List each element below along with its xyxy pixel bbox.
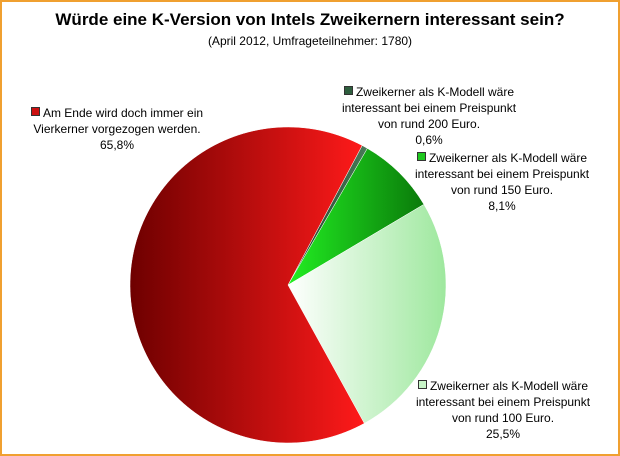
legend-swatch-150 (416, 152, 426, 161)
pie-slice-vierkerner (129, 126, 365, 444)
legend-swatch-200 (343, 86, 353, 95)
slice-percent-150: 8,1% (488, 199, 516, 213)
slice-label-150: Zweikerner als K-Modell wäre interessant… (410, 150, 594, 214)
legend-swatch-100 (417, 380, 427, 389)
slice-percent-100: 25,5% (485, 427, 521, 441)
slice-label-200: Zweikerner als K-Modell wäre interessant… (339, 84, 519, 148)
legend-swatch-vierkerner (30, 107, 40, 116)
pie-slice-100 (287, 204, 447, 424)
slice-percent-vierkerner: 65,8% (99, 138, 135, 152)
slice-label-100: Zweikerner als K-Modell wäre interessant… (410, 378, 596, 442)
slice-percent-200: 0,6% (415, 133, 443, 147)
slice-label-vierkerner: Am Ende wird doch immer ein Vierkerner v… (20, 105, 214, 153)
chart-subtitle: (April 2012, Umfrageteilnehmer: 1780) (207, 34, 413, 48)
chart-title: Würde eine K-Version von Intels Zweikern… (55, 10, 565, 29)
